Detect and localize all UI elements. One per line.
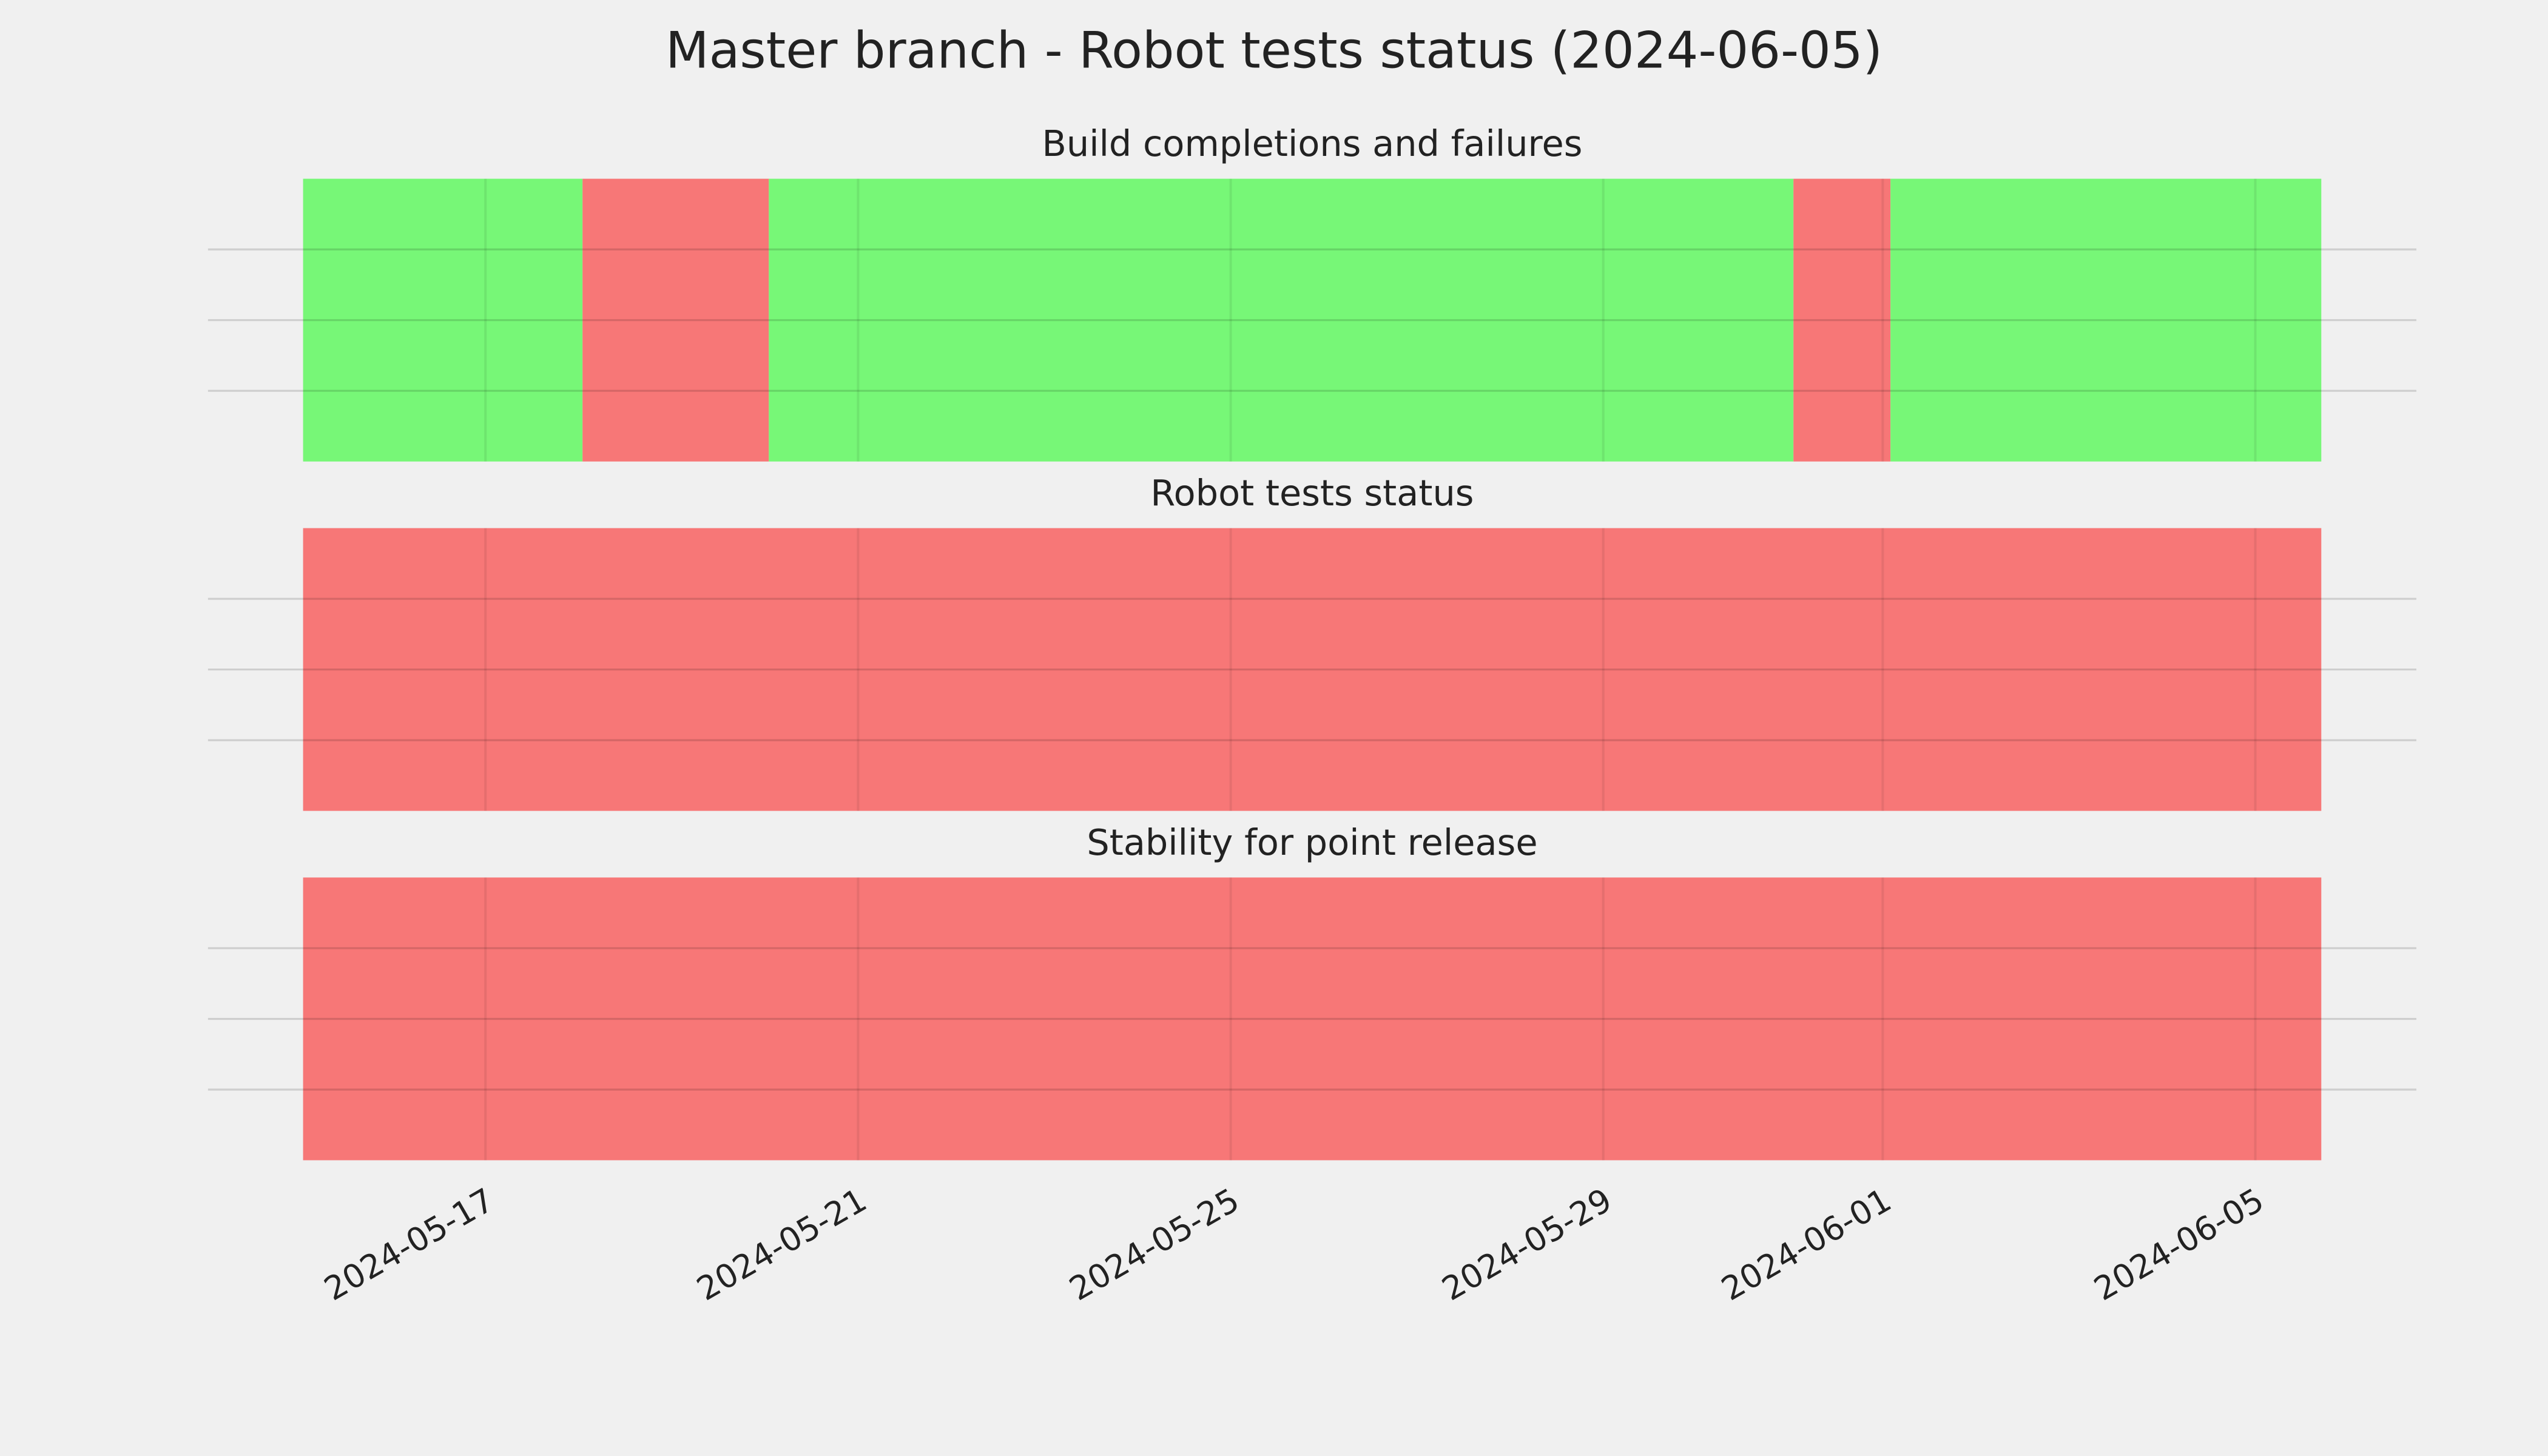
status-span xyxy=(303,178,583,462)
status-span xyxy=(769,178,1794,462)
chart-title: Master branch - Robot tests status (2024… xyxy=(666,21,1882,79)
subplot-title: Stability for point release xyxy=(1087,821,1537,863)
subplot-title: Build completions and failures xyxy=(1042,123,1582,164)
status-span xyxy=(582,178,769,462)
subplot-title: Robot tests status xyxy=(1150,472,1474,514)
status-span xyxy=(1890,178,2322,462)
status-span xyxy=(303,528,2322,811)
status-span xyxy=(303,877,2322,1161)
status-span xyxy=(1793,178,1891,462)
